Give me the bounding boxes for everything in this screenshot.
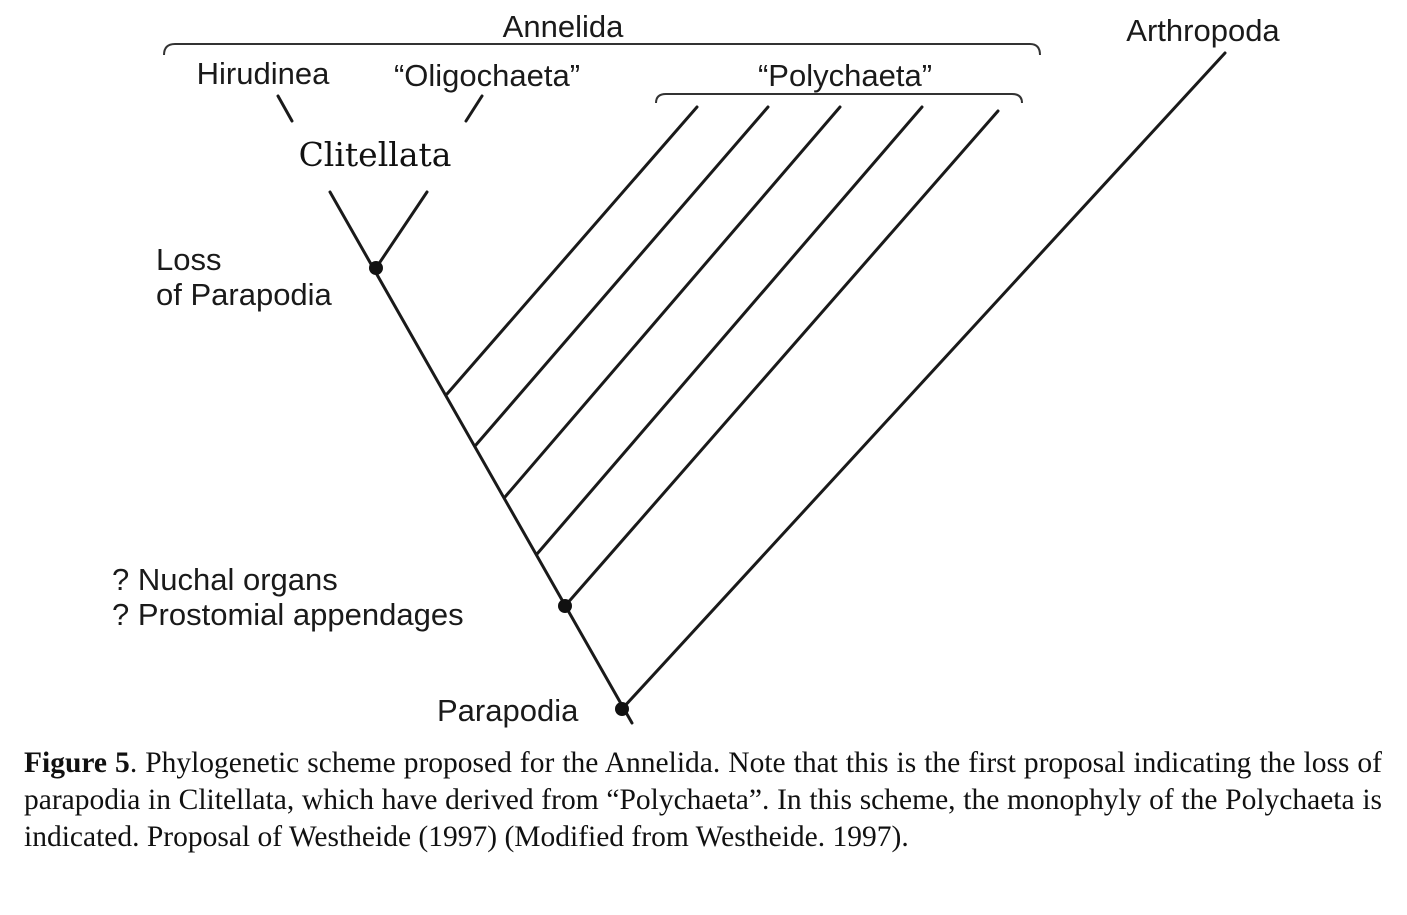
figure-caption: Figure 5. Phylogenetic scheme proposed f… [24, 745, 1382, 856]
phylogenetic-tree: Annelida Arthropoda Hirudinea “Oligochae… [112, 9, 1280, 728]
oligochaeta-stub [464, 94, 484, 123]
polychaeta-branch [563, 109, 1000, 608]
hirudinea-stub [276, 94, 294, 123]
polychaeta-branch [473, 105, 770, 448]
prostomial-appendages-label: ? Prostomial appendages [112, 597, 464, 632]
annelida-brace [163, 43, 1041, 56]
clitellata-label: Clitellata [299, 135, 452, 174]
loss-of-parapodia-node [369, 261, 383, 275]
figure-label: Figure 5 [24, 747, 130, 779]
polychaeta-brace [655, 93, 1023, 104]
polychaeta-branch [535, 105, 924, 556]
polychaeta-branch [445, 105, 699, 396]
parapodia-node [615, 702, 629, 716]
clitellata-right-branch [374, 190, 429, 270]
loss-label-line2: of Parapodia [156, 277, 333, 312]
nuchal-organs-node [558, 599, 572, 613]
arthropoda-label: Arthropoda [1126, 13, 1280, 48]
polychaeta-branch [503, 105, 842, 499]
hirudinea-label: Hirudinea [197, 56, 330, 91]
loss-label-line1: Loss [156, 242, 221, 277]
caption-text: . Phylogenetic scheme proposed for the A… [24, 747, 1383, 853]
annelida-label: Annelida [503, 9, 624, 44]
main-trunk [328, 190, 634, 725]
nuchal-organs-label: ? Nuchal organs [112, 562, 338, 597]
polychaeta-label: “Polychaeta” [758, 58, 932, 93]
parapodia-label: Parapodia [437, 693, 579, 728]
oligochaeta-label: “Oligochaeta” [394, 58, 580, 93]
arthropoda-branch [620, 51, 1227, 711]
